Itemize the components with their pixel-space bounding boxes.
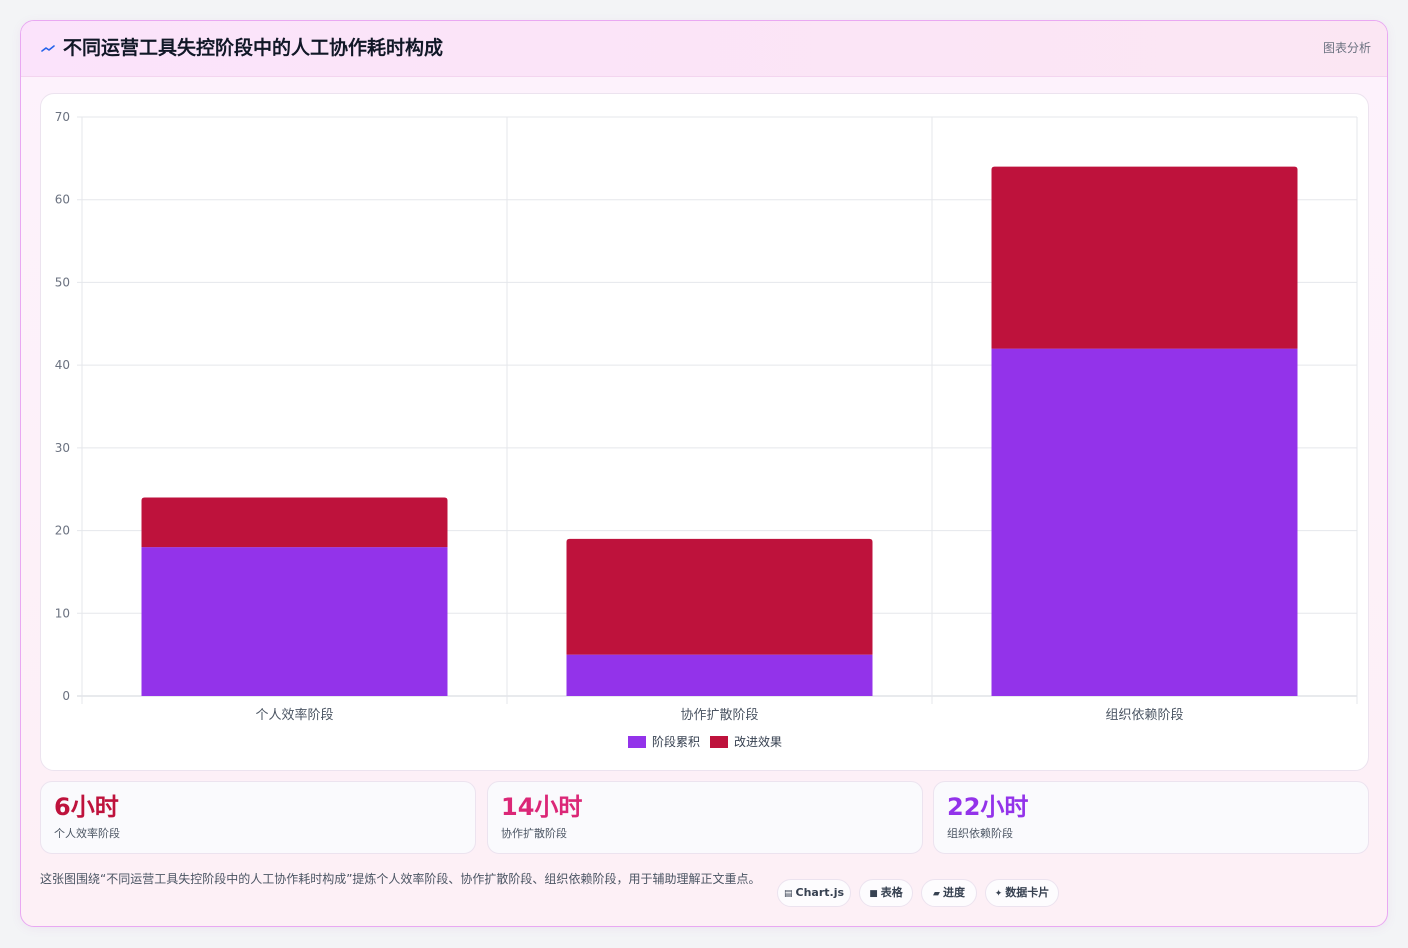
bar-segment [566,654,873,696]
x-tick-label: 协作扩散阶段 [680,708,758,723]
x-tick-label: 组织依赖阶段 [1105,708,1183,723]
chart-analysis-tag: 图表分析 [1322,41,1371,55]
kpi-value: 22小时 [947,793,1029,821]
kpi-label: 组织依赖阶段 [947,827,1013,840]
kpi-card: 6小时 个人效率阶段 [40,781,476,854]
chip-progress[interactable]: ▰ 进度 [921,879,977,907]
chip-label: 进度 [942,886,965,899]
chip-label: Chart.js [795,886,845,899]
y-tick-label: 50 [55,275,70,289]
legend-label: 阶段累积 [652,734,700,749]
sparkle-icon: ✦ [994,889,1003,899]
y-tick-label: 60 [55,193,70,207]
kpi-label: 个人效率阶段 [54,827,120,840]
bar-segment [991,348,1298,696]
table-icon: ■ [869,889,878,899]
chip-data-card[interactable]: ✦ 数据卡片 [985,879,1059,907]
kpi-value: 14小时 [501,793,583,821]
chart-icon: ▤ [783,889,793,899]
kpi-value: 6小时 [54,793,119,821]
y-tick-label: 30 [55,441,70,455]
bar-segment [566,538,873,655]
legend-label: 改进效果 [734,734,782,749]
chart-description: 这张图围绕“不同运营工具失控阶段中的人工协作耗时构成”提炼个人效率阶段、协作扩散… [40,872,761,886]
kpi-card: 14小时 协作扩散阶段 [487,781,923,854]
y-tick-label: 10 [55,606,70,620]
chip-table[interactable]: ■ 表格 [859,879,913,907]
trend-line-icon [41,38,57,58]
chip-label: 表格 [880,886,903,899]
chip-label: 数据卡片 [1005,886,1050,899]
y-tick-label: 70 [55,110,70,124]
x-tick-label: 个人效率阶段 [255,707,333,723]
y-tick-label: 0 [62,689,70,703]
bar-segment [141,497,448,548]
card-header: 不同运营工具失控阶段中的人工协作耗时构成 图表分析 [21,21,1387,77]
kpi-card: 22小时 组织依赖阶段 [933,781,1369,854]
page-title: 不同运营工具失控阶段中的人工协作耗时构成 [63,37,444,59]
legend-swatch [710,736,728,748]
progress-icon: ▰ [933,889,940,899]
kpi-label: 协作扩散阶段 [501,827,567,840]
bar-segment [141,547,448,696]
y-tick-label: 20 [55,524,70,538]
y-tick-label: 40 [55,358,70,372]
chart-card: 不同运营工具失控阶段中的人工协作耗时构成 图表分析 0 10 20 30 40 50 60 7… [20,20,1388,927]
chip-chartjs[interactable]: ▤ Chart.js [777,879,851,907]
chart-panel: 0 10 20 30 40 50 60 70 个人效率阶段 协作扩散阶段 组织依赖阶段阶段累积 改进效… [40,93,1369,771]
legend-swatch [628,736,646,748]
bar-segment [991,166,1298,349]
